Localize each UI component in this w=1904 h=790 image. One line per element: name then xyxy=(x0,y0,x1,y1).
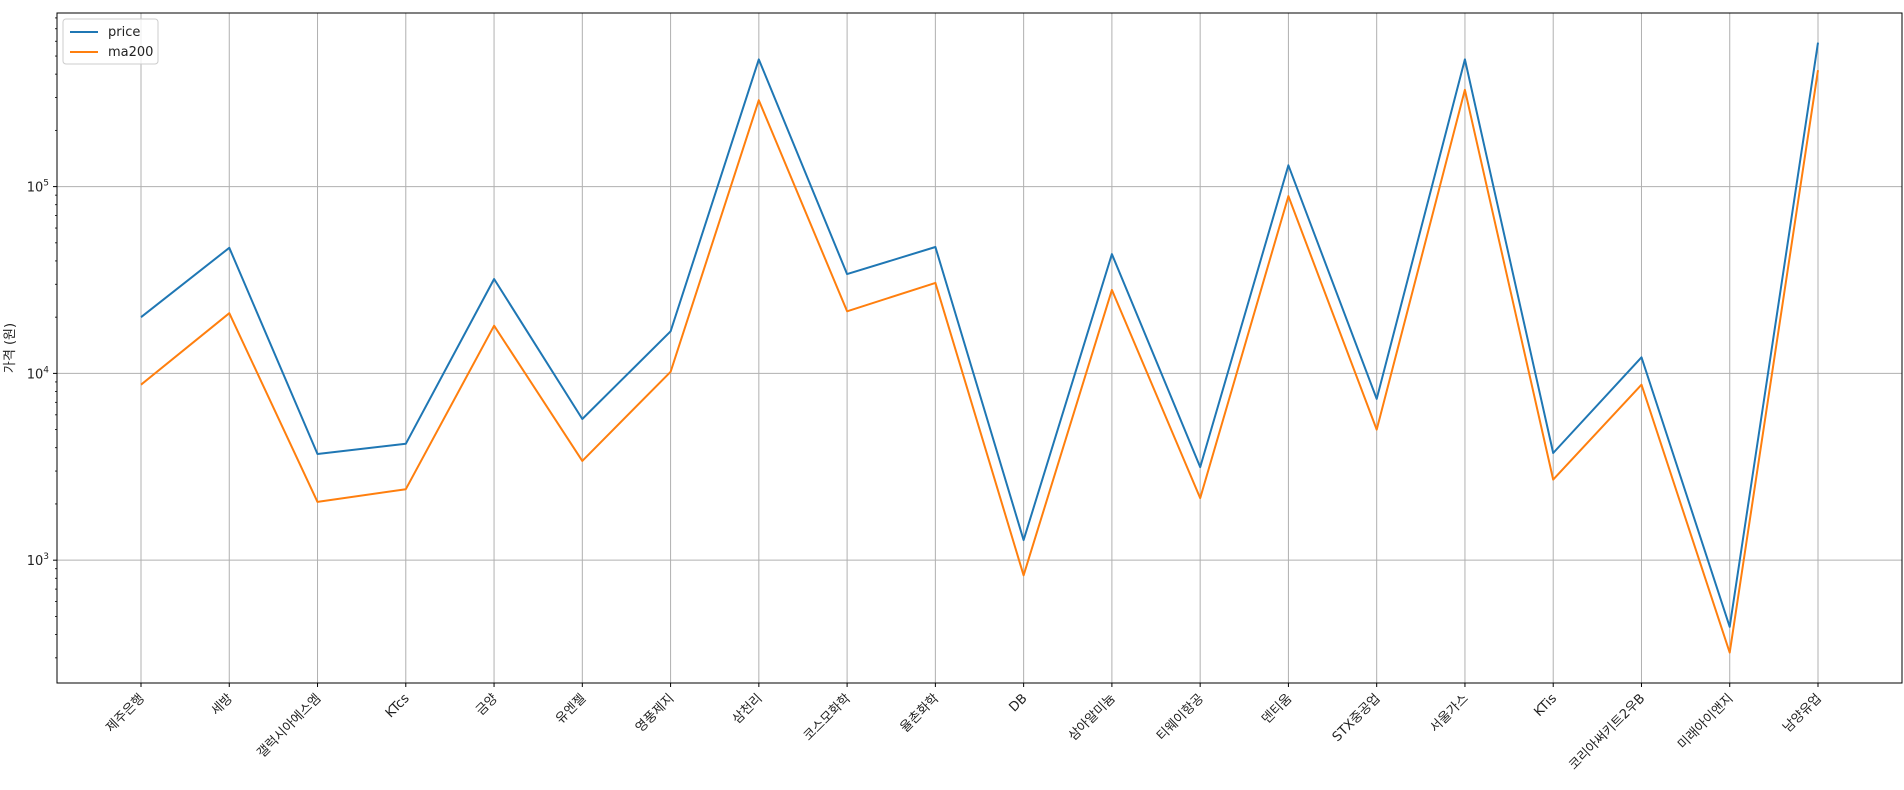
series-line-ma200 xyxy=(140,70,1819,654)
y-axis-label: 가격 (원) xyxy=(3,323,18,373)
legend-label-price: price xyxy=(108,25,140,40)
series-lines xyxy=(140,42,1819,654)
legend-label-ma200: ma200 xyxy=(108,45,153,60)
grid-lines xyxy=(57,13,1902,683)
series-line-price xyxy=(140,42,1819,628)
y-tick-label: 103 xyxy=(27,552,49,569)
plot-area xyxy=(57,13,1902,683)
y-tick-label: 104 xyxy=(27,365,50,382)
y-tick-label: 105 xyxy=(27,179,49,196)
y-tick-labels: 103 104 105 xyxy=(27,179,57,569)
plot-frame xyxy=(56,12,1903,684)
legend: price ma200 xyxy=(62,18,159,65)
